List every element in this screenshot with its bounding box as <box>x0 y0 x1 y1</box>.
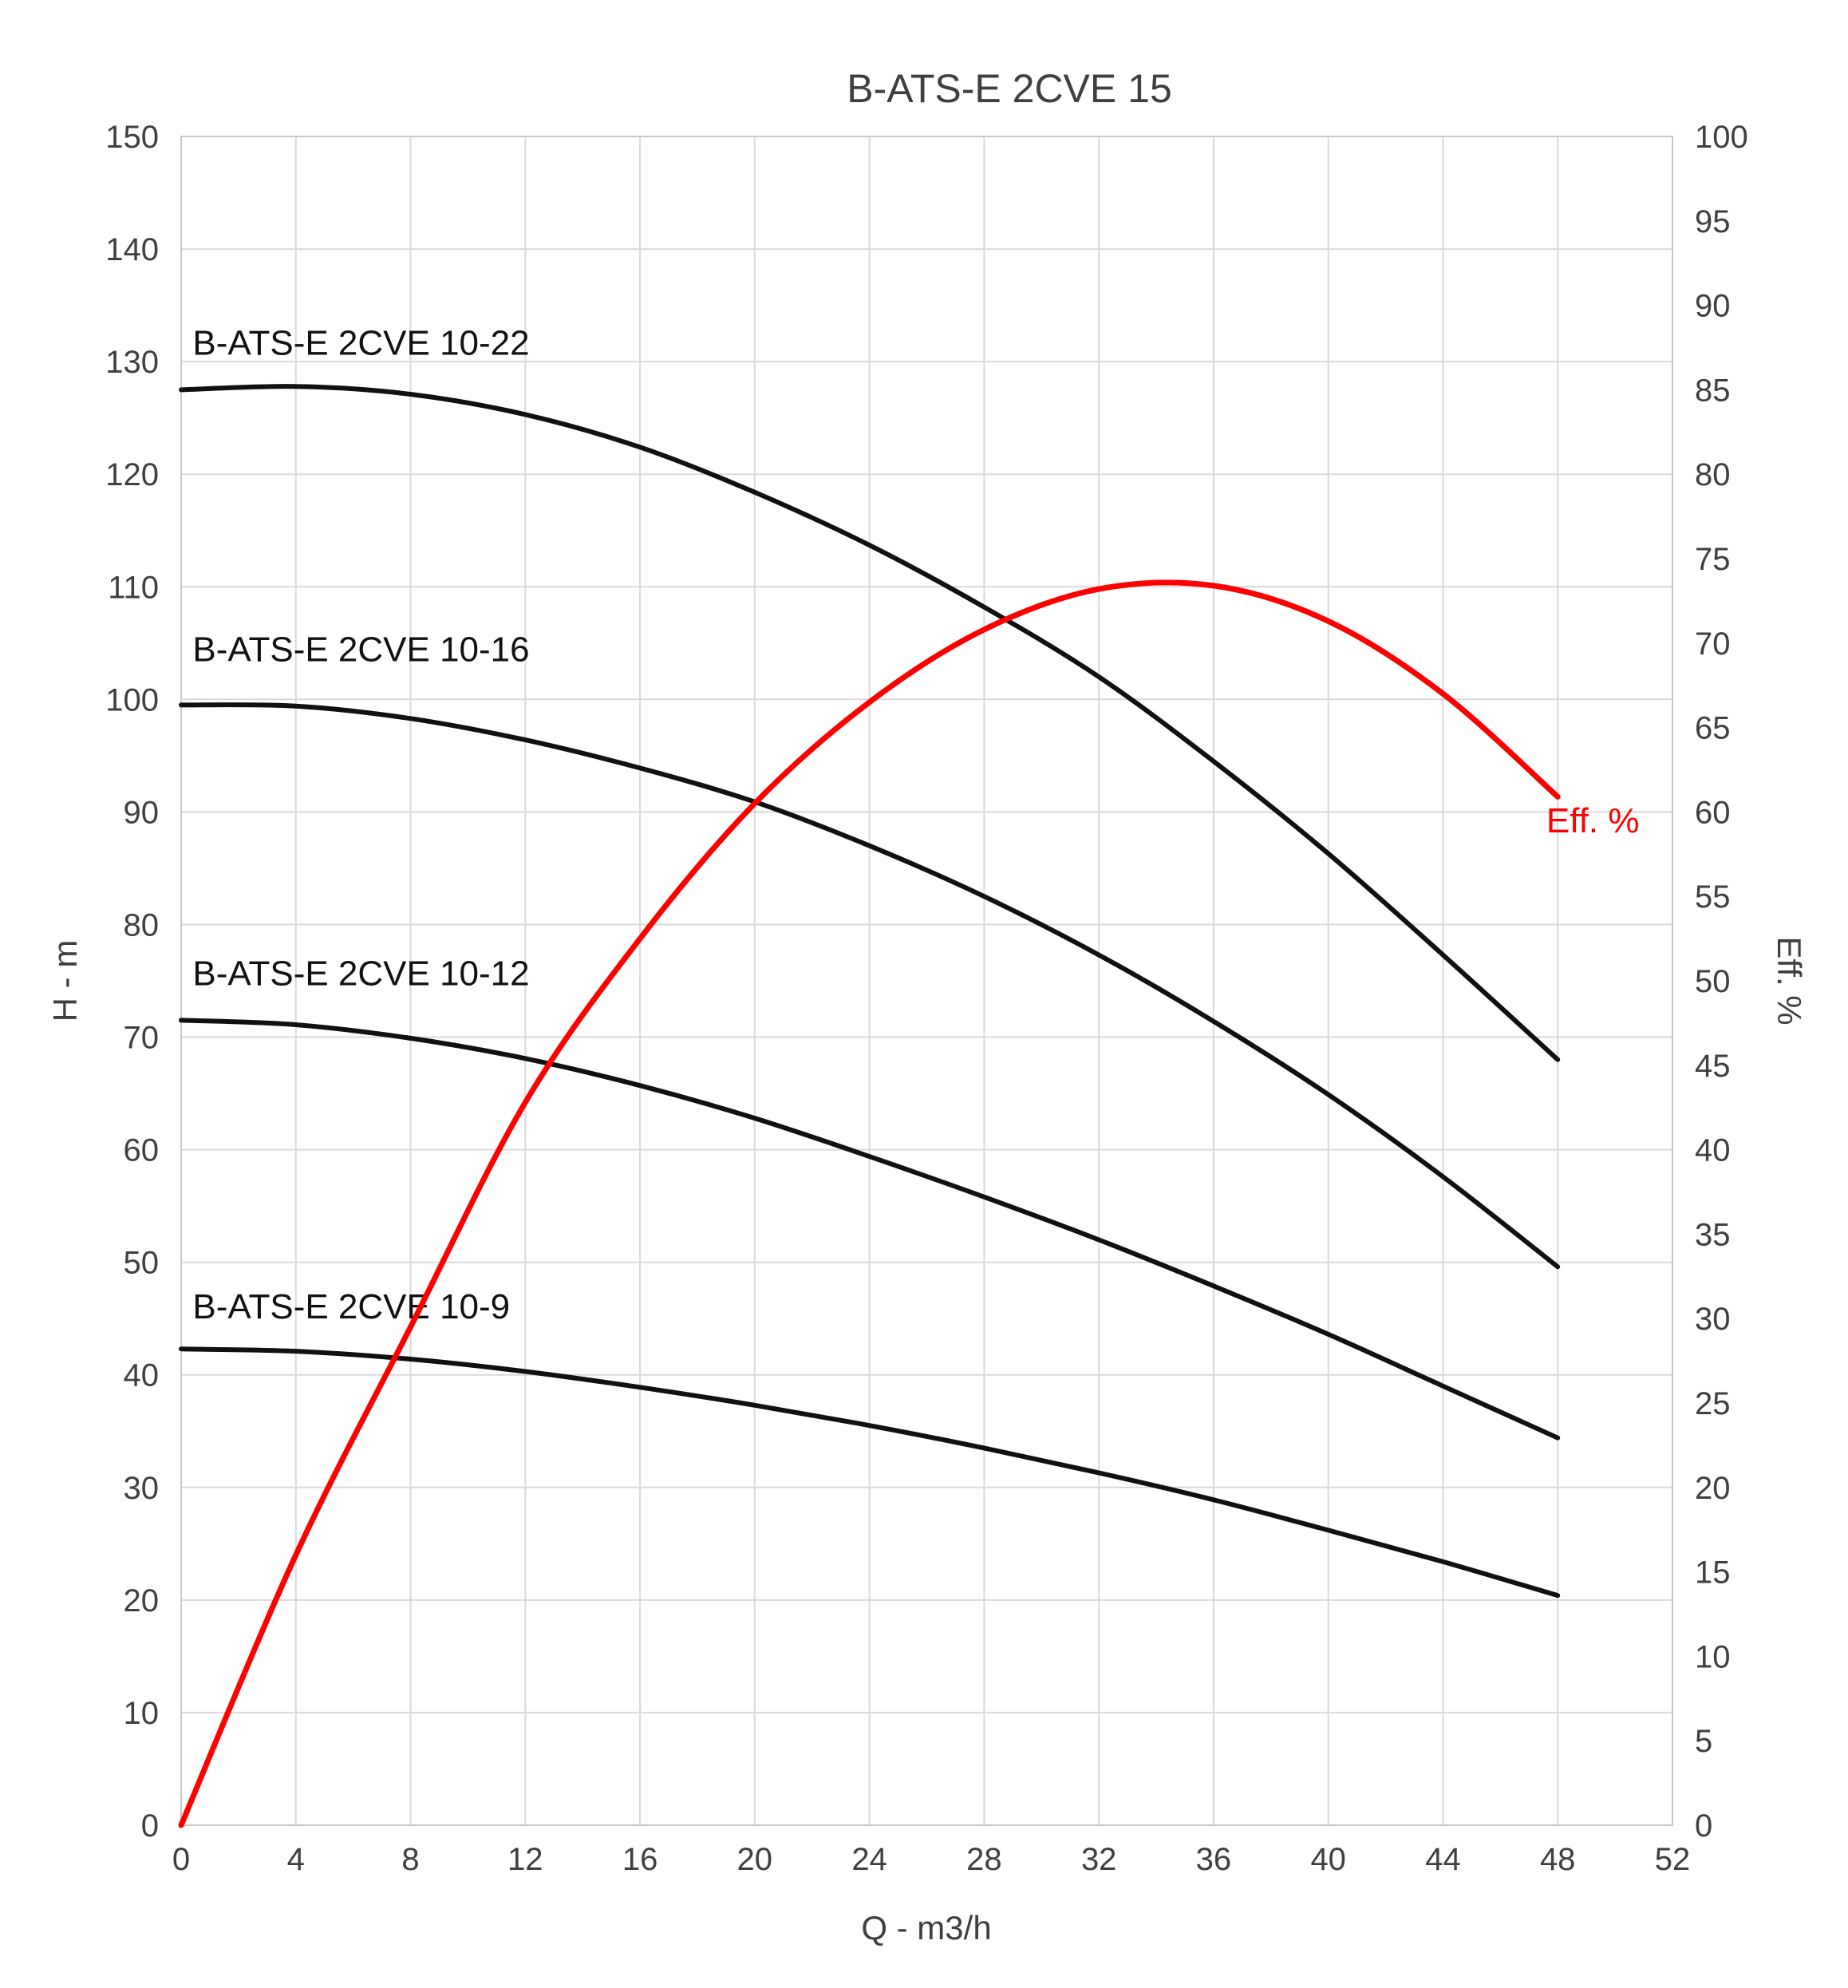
x-axis-tick-label: 12 <box>507 1842 543 1877</box>
y-axis-right-tick-label: 100 <box>1695 120 1748 155</box>
series-label-b-ats-e-2cve-10-12: B-ATS-E 2CVE 10-12 <box>192 954 529 994</box>
y-axis-left-tick-label: 70 <box>124 1021 160 1056</box>
y-axis-left-tick-label: 150 <box>105 120 159 155</box>
curve-eff <box>178 579 1561 1828</box>
x-axis-tick-label: 52 <box>1655 1842 1691 1877</box>
curve-b-ats-e-2cve-10-9 <box>179 1346 1561 1599</box>
series-label-b-ats-e-2cve-10-16: B-ATS-E 2CVE 10-16 <box>192 630 529 669</box>
y-axis-right-tick-label: 90 <box>1695 289 1731 324</box>
y-axis-left-tick-label: 30 <box>124 1471 160 1506</box>
x-axis-tick-label: 40 <box>1310 1842 1346 1877</box>
x-axis-tick-label: 8 <box>401 1842 419 1877</box>
y-axis-right-tick-label: 50 <box>1695 964 1731 999</box>
series-label-b-ats-e-2cve-10-9: B-ATS-E 2CVE 10-9 <box>192 1287 510 1326</box>
y-axis-right-tick-label: 85 <box>1695 373 1731 408</box>
x-axis-tick-label: 28 <box>966 1842 1002 1877</box>
y-axis-right-tick-label: 5 <box>1695 1724 1712 1759</box>
y-axis-right-tick-label: 80 <box>1695 457 1731 492</box>
y-axis-right-tick-label: 15 <box>1695 1555 1731 1591</box>
curve-layer: B-ATS-E 2CVE 10-22 B-ATS-E 2CVE 10-16 B-AT… <box>178 324 1640 1828</box>
y-axis-left-tick-label: 40 <box>124 1358 160 1393</box>
y-axis-left-tick-label: 90 <box>124 795 160 830</box>
y-axis-left-tick-label: 80 <box>124 908 160 943</box>
series-label-b-ats-e-2cve-10-22: B-ATS-E 2CVE 10-22 <box>192 324 529 363</box>
y-axis-right-tick-label: 70 <box>1695 626 1731 662</box>
x-axis-tick-label: 16 <box>622 1842 658 1877</box>
y-axis-right-tick-label: 75 <box>1695 542 1731 577</box>
y-axis-right-tick-label: 30 <box>1695 1302 1731 1337</box>
chart-title: B-ATS-E 2CVE 15 <box>847 66 1172 111</box>
y-axis-right-tick-label: 60 <box>1695 795 1731 830</box>
plot-area-border <box>180 136 1673 1826</box>
grid-layer <box>180 136 1673 1826</box>
y-axis-left-tick-label: 130 <box>105 345 159 380</box>
y-axis-right-tick-label: 20 <box>1695 1471 1731 1506</box>
curve-b-ats-e-2cve-10-16 <box>179 702 1561 1270</box>
x-axis-tick-label: 48 <box>1540 1842 1576 1877</box>
x-axis-tick-label: 20 <box>737 1842 773 1877</box>
y-axis-right-tick-label: 95 <box>1695 204 1731 239</box>
y-axis-left-tick-label: 20 <box>124 1583 160 1618</box>
x-axis-tick-label: 44 <box>1425 1842 1461 1877</box>
y-axis-left-tick-label: 110 <box>108 570 159 605</box>
series-label-eff: Eff. % <box>1546 801 1640 840</box>
y-axis-left-tick-label: 60 <box>124 1133 160 1168</box>
y-axis-right-tick-label: 25 <box>1695 1386 1731 1421</box>
y-axis-left-tick-label: 120 <box>105 457 159 492</box>
y-axis-right-tick-label: 45 <box>1695 1049 1731 1084</box>
curve-b-ats-e-2cve-10-12 <box>179 1018 1561 1441</box>
x-axis-label: Q - m3/h <box>861 1909 991 1947</box>
x-axis-tick-label: 36 <box>1196 1842 1232 1877</box>
y-axis-left-tick-label: 10 <box>124 1696 160 1731</box>
y-axis-left-tick-label: 100 <box>105 682 159 717</box>
x-axis-tick-label: 4 <box>287 1842 305 1877</box>
x-axis-tick-label: 32 <box>1081 1842 1117 1877</box>
y-axis-right-tick-label: 35 <box>1695 1217 1731 1252</box>
tick-label-layer: 0 4 8 12 16 20 24 28 32 36 40 44 48 52010203040506070… <box>105 120 1748 1877</box>
y-axis-right-tick-label: 55 <box>1695 879 1731 915</box>
y-axis-left-tick-label: 50 <box>124 1246 160 1281</box>
curve-b-ats-e-2cve-10-22 <box>179 384 1561 1062</box>
x-axis-tick-label: 0 <box>172 1842 190 1877</box>
y-axis-left-tick-label: 140 <box>105 232 159 267</box>
y-axis-right-tick-label: 40 <box>1695 1133 1731 1168</box>
y-axis-right-tick-label: 65 <box>1695 711 1731 746</box>
y-axis-right-tick-label: 10 <box>1695 1639 1731 1674</box>
y-axis-label-right: Eff. % <box>1771 936 1808 1025</box>
y-axis-left-tick-label: 0 <box>141 1808 159 1844</box>
y-axis-right-tick-label: 0 <box>1695 1808 1712 1844</box>
x-axis-tick-label: 24 <box>851 1842 887 1877</box>
y-axis-label-left: H - m <box>46 940 84 1022</box>
